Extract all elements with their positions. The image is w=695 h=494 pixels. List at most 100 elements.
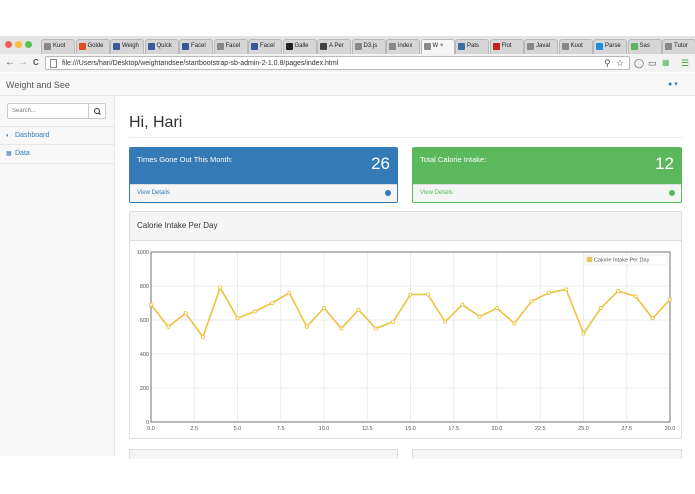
browser-tab[interactable]: Flot <box>489 39 524 54</box>
plot-border <box>150 251 671 423</box>
sas-icon <box>630 43 638 50</box>
x-tick-label: 25.0 <box>578 426 589 432</box>
minimize-window-icon[interactable] <box>15 41 22 48</box>
browser-tab[interactable]: index <box>386 39 420 54</box>
address-bar[interactable]: file:///Users/hari/Desktop/weightandsee/… <box>45 56 630 70</box>
forward-button[interactable]: → <box>18 57 28 68</box>
calorie-line-chart: 0.0 2.5 5.0 7.5 10.0 12.5 15.0 17.5 20.0 22.5 25.0… <box>137 250 676 432</box>
user-menu[interactable]: ● ▾ <box>668 80 678 88</box>
search-button[interactable] <box>89 103 106 119</box>
back-button[interactable]: ← <box>5 57 15 68</box>
globe-icon <box>458 43 465 50</box>
browser-tab-label: Galle <box>294 43 309 49</box>
x-tick-label: 17.5 <box>448 426 459 432</box>
browser-tab[interactable]: Galle <box>282 39 317 54</box>
close-window-icon[interactable] <box>5 41 12 48</box>
reload-button[interactable]: C <box>33 58 39 67</box>
x-tick-label: 7.5 <box>277 426 285 432</box>
browser-tab-label: Kuot <box>53 43 66 49</box>
data-point <box>270 300 275 306</box>
app-navbar: Weight and See ● ▾ <box>0 73 695 96</box>
browser-tab-label: Javal <box>536 43 551 49</box>
data-point <box>218 285 223 290</box>
data-point <box>148 302 154 307</box>
extension-icon[interactable]: ▦ <box>662 58 670 67</box>
view-details-link[interactable]: View Details <box>130 184 397 202</box>
browser-tab[interactable]: Weigh <box>110 39 144 54</box>
data-point <box>460 302 465 307</box>
globe-icon <box>492 43 500 50</box>
browser-tab[interactable]: Pats <box>455 39 489 54</box>
sidebar-item-data[interactable]: ▦ Data <box>0 145 115 164</box>
data-point <box>581 331 586 336</box>
sidebar-item-label: Dashboard <box>15 132 50 139</box>
arrow-circle-right-icon <box>385 190 391 196</box>
parse-icon <box>596 43 603 50</box>
brand-link[interactable]: Weight and See <box>6 80 70 90</box>
data-point <box>304 324 309 329</box>
legend-box <box>584 254 668 266</box>
browser-tab[interactable]: Facel <box>248 39 282 54</box>
browser-tab[interactable]: Parse <box>593 39 627 54</box>
x-tick-label: 0.0 <box>147 426 155 432</box>
bottom-panel-left <box>129 449 398 459</box>
browser-tab-label: D3.js <box>363 43 378 49</box>
page-icon <box>561 43 569 50</box>
maximize-window-icon[interactable] <box>25 41 32 48</box>
data-point <box>339 326 344 331</box>
browser-tab[interactable]: Quick <box>144 39 179 54</box>
url-text: file:///Users/hari/Desktop/weightandsee/… <box>62 60 339 67</box>
card-header: Total Calorie Intake: 12 <box>413 148 681 185</box>
arrow-circle-right-icon <box>669 190 675 196</box>
search-icon[interactable]: ⚲ <box>604 58 611 68</box>
browser-tab-label: Facel <box>191 43 206 49</box>
browser-tab-label: Sas <box>639 43 650 49</box>
data-point <box>443 319 448 324</box>
page-icon <box>527 43 534 50</box>
cast-icon[interactable]: ▭ <box>648 58 657 68</box>
close-tab-icon[interactable]: × <box>438 43 444 49</box>
browser-tab[interactable]: Tutor <box>662 39 695 54</box>
sidebar-item-dashboard[interactable]: ◐ Dashboard <box>0 126 115 145</box>
browser-tab[interactable]: Kuot <box>558 39 593 54</box>
data-point <box>235 316 240 321</box>
page-icon <box>423 43 431 50</box>
x-tick-label: 27.5 <box>621 426 632 432</box>
data-point <box>287 290 292 295</box>
data-point <box>425 292 430 297</box>
page-icon <box>50 59 57 68</box>
browser-toolbar: ← → C file:///Users/hari/Desktop/weighta… <box>0 54 695 72</box>
search-input[interactable] <box>7 103 89 119</box>
browser-tab[interactable]: Golde <box>75 39 110 54</box>
browser-tab[interactable]: Sas <box>627 39 662 54</box>
github-icon <box>285 43 293 50</box>
table-icon: ▦ <box>6 151 12 157</box>
browser-tab-label: Facel <box>225 43 241 49</box>
browser-tab[interactable]: D3.js <box>351 39 386 54</box>
tab-strip: ♟ KuotGoldeWeighQuickFacelFacelFacelGall… <box>0 36 695 54</box>
y-tick-label: 200 <box>140 386 149 392</box>
browser-tab[interactable]: Facel <box>179 39 213 54</box>
browser-tab[interactable]: W × <box>420 39 455 54</box>
browser-tab[interactable]: Facel <box>213 39 248 54</box>
sidebar-search <box>7 103 106 119</box>
browser-tab[interactable]: Kuot <box>41 39 75 54</box>
browser-tab[interactable]: Javal <box>524 39 558 54</box>
y-tick-label: 600 <box>140 318 149 324</box>
page-icon <box>44 43 51 50</box>
codepen-icon <box>320 43 327 50</box>
data-point <box>408 292 413 297</box>
star-icon[interactable]: ☆ <box>616 58 625 68</box>
facebook-icon <box>182 43 189 50</box>
browser-tab[interactable]: A Per <box>317 39 351 54</box>
opera-icon[interactable]: ◯ <box>634 58 645 68</box>
view-details-link[interactable]: View Details <box>413 184 681 202</box>
calorie-card: Total Calorie Intake: 12 View Details <box>412 147 682 203</box>
card-value: 26 <box>371 154 390 173</box>
chart-panel: Calorie Intake Per Day 0.0 2.5 5.0 7.5 10.0 1… <box>129 211 682 439</box>
browser-tab-label: Golde <box>87 43 104 49</box>
data-point <box>391 319 396 324</box>
menu-icon[interactable]: ☰ <box>681 58 690 68</box>
legend-swatch <box>586 256 593 263</box>
